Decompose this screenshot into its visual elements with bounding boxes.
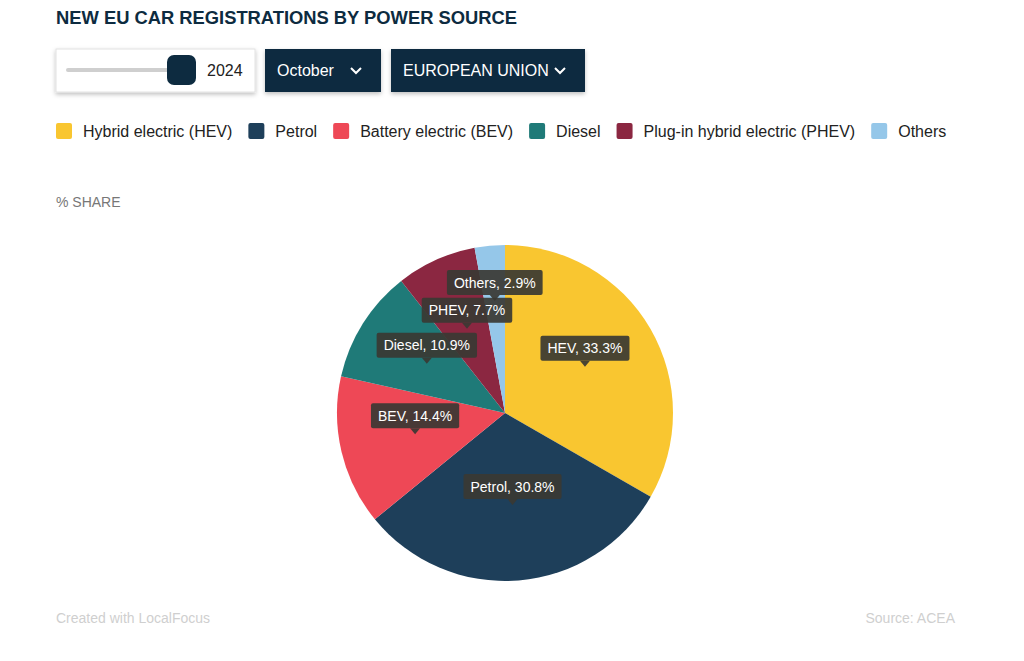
data-label-text: Diesel, 10.9% [384, 337, 470, 353]
data-label-pointer [580, 361, 590, 367]
title: NEW EU CAR REGISTRATIONS BY POWER SOURCE [56, 7, 517, 28]
legend-swatch [333, 123, 349, 139]
legend-swatch [871, 123, 887, 139]
legend-label: Plug-in hybrid electric (PHEV) [644, 123, 856, 140]
year-slider-box[interactable] [56, 49, 255, 92]
data-label-box [371, 403, 459, 428]
legend-item: Battery electric (BEV) [333, 123, 513, 140]
data-label-text: PHEV, 7.7% [429, 302, 506, 318]
data-label-pointer [410, 428, 420, 434]
legend-label: Diesel [556, 123, 600, 140]
data-label-text: HEV, 33.3% [547, 340, 622, 356]
legend-swatch [248, 123, 264, 139]
legend-swatch [617, 123, 633, 139]
legend-item: Diesel [529, 123, 600, 140]
data-label-text: Petrol, 30.8% [471, 479, 555, 495]
region-dropdown-label: EUROPEAN UNION [403, 62, 549, 79]
data-label-box [464, 474, 562, 499]
data-label-box [540, 336, 629, 361]
data-label-box [377, 333, 477, 358]
data-label: Others, 2.9% [447, 270, 543, 301]
data-label-text: Others, 2.9% [454, 275, 536, 291]
data-label: Diesel, 10.9% [377, 333, 477, 364]
data-label: PHEV, 7.7% [422, 298, 513, 329]
month-dropdown-chevron [351, 68, 361, 73]
data-label-pointer [508, 499, 518, 505]
legend-label: Petrol [275, 123, 317, 140]
data-label-pointer [462, 323, 472, 329]
legend-item: Plug-in hybrid electric (PHEV) [617, 123, 856, 140]
year-label: 2024 [207, 62, 243, 79]
chart-root: NEW EU CAR REGISTRATIONS BY POWER SOURCE… [0, 0, 1024, 661]
legend-item: Petrol [248, 123, 317, 140]
data-label-pointer [490, 295, 500, 301]
legend-label: Battery electric (BEV) [360, 123, 513, 140]
legend-label: Hybrid electric (HEV) [83, 123, 232, 140]
legend-item: Hybrid electric (HEV) [56, 123, 232, 140]
legend-swatch [529, 123, 545, 139]
slider-thumb[interactable] [167, 55, 196, 85]
credit: Created with LocalFocus [56, 610, 210, 626]
pie [337, 245, 673, 581]
legend-label: Others [898, 123, 946, 140]
region-dropdown-chevron [555, 68, 565, 73]
data-label-box [422, 298, 513, 323]
data-labels: HEV, 33.3% Petrol, 30.8% BEV, 14.4% Diesel,… [371, 270, 629, 505]
data-label: BEV, 14.4% [371, 403, 459, 434]
data-label-text: BEV, 14.4% [378, 408, 452, 424]
legend-swatch [56, 123, 72, 139]
data-label: Petrol, 30.8% [464, 474, 562, 505]
month-dropdown-box[interactable] [265, 49, 381, 92]
legend-item: Others [871, 123, 946, 140]
subtitle: % SHARE [56, 194, 121, 210]
source: Source: ACEA [866, 610, 956, 626]
month-dropdown-label: October [277, 62, 335, 79]
data-label: HEV, 33.3% [540, 336, 629, 367]
data-label-box [447, 270, 543, 295]
data-label-pointer [422, 358, 432, 364]
region-dropdown-box[interactable] [391, 49, 585, 92]
